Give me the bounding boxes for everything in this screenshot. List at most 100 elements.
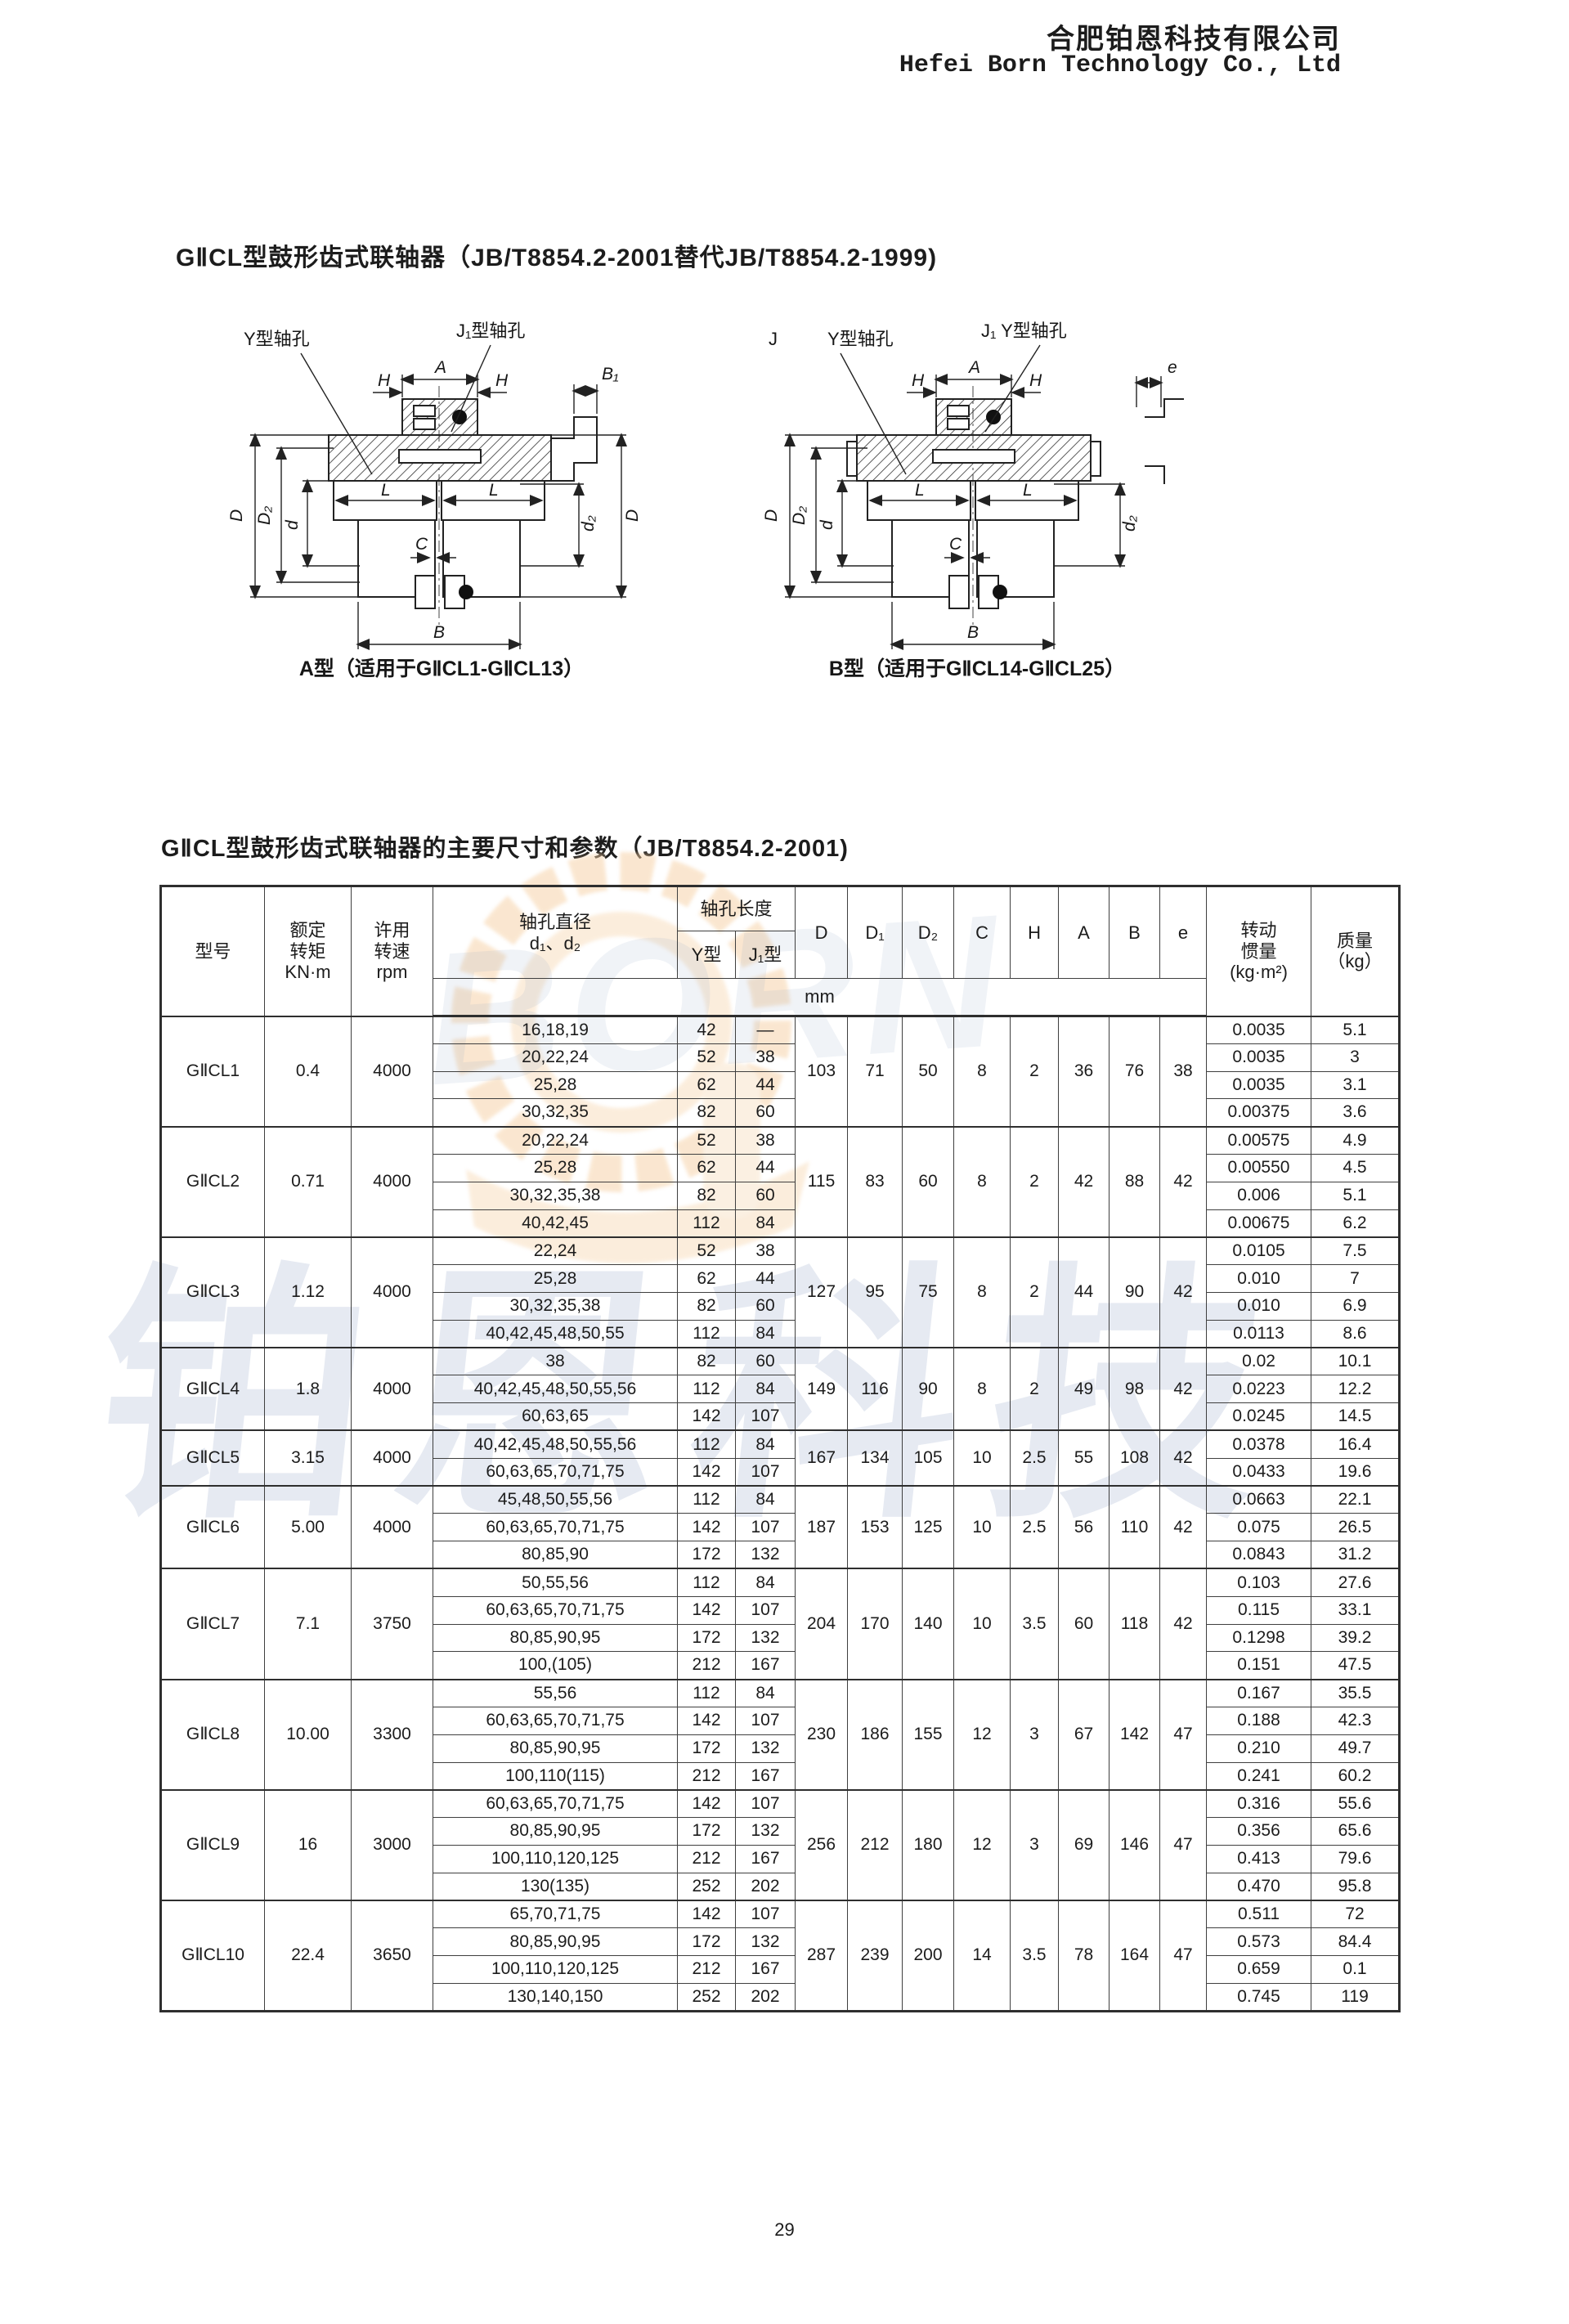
dim-A-cell: 44 (1058, 1236, 1110, 1348)
bore-diameter-cell: 22,24 (433, 1236, 678, 1266)
dim-C-cell: 8 (953, 1347, 1011, 1431)
mass-cell: 84.4 (1311, 1927, 1401, 1957)
dim-A-cell: 42 (1058, 1125, 1110, 1238)
torque-cell: 10.00 (264, 1678, 352, 1791)
table-row: GⅡCL4 1.8 4000 38 82 60 149 116 90 8 2 49 98 42 0.02 10… (160, 1347, 1401, 1431)
j1-length-cell: 167 (734, 1955, 796, 1984)
y-length-cell: 42 (677, 1015, 736, 1044)
dim-A-cell: 69 (1058, 1788, 1110, 1901)
bore-diameter-cell: 100,(105) (433, 1651, 678, 1680)
y-length-cell: 112 (677, 1485, 736, 1514)
dim-H-cell: 2.5 (1010, 1429, 1060, 1487)
dim-H-cell: 2 (1010, 1015, 1060, 1128)
y-length-cell: 82 (677, 1291, 736, 1321)
j1-length-cell: 107 (734, 1457, 796, 1487)
dim-D-cell: 200 (902, 1899, 955, 2012)
table-title: GⅡCL型鼓形齿式联轴器的主要尺寸和参数（JB/T8854.2-2001) (161, 836, 849, 862)
label-d2-left: D₂ (790, 506, 809, 525)
label-h-left: H (912, 371, 925, 390)
j1-length-cell: 60 (734, 1181, 796, 1210)
model-cell: GⅡCL5 (160, 1429, 265, 1487)
label-e: e (1168, 358, 1177, 377)
label-j1-bore: J₁型轴孔 (456, 321, 525, 341)
mass-cell: 7.5 (1311, 1236, 1401, 1266)
table-row: 100,(105) 212 167 0.151 47.5 (161, 1651, 1401, 1680)
y-length-cell: 142 (677, 1595, 736, 1625)
inertia-cell: 0.188 (1206, 1706, 1312, 1735)
bore-diameter-cell: 30,32,35,38 (433, 1291, 678, 1321)
inertia-cell: 0.0378 (1206, 1429, 1312, 1459)
speed-cell: 3650 (351, 1899, 433, 2012)
bore-diameter-cell: 80,85,90 (433, 1541, 678, 1569)
bore-diameter-cell: 65,70,71,75 (433, 1900, 678, 1929)
table-row: 30,32,35,38 82 60 0.010 6.9 (161, 1291, 1401, 1321)
j1-length-cell: 84 (734, 1319, 796, 1348)
dim-C-cell: 8 (953, 1125, 1011, 1238)
mass-cell: 19.6 (1311, 1457, 1401, 1487)
mass-cell: 95.8 (1311, 1872, 1401, 1901)
y-length-cell: 82 (677, 1347, 736, 1376)
dim-D-cell: 95 (847, 1236, 903, 1348)
col-header-e: e (1159, 886, 1208, 979)
dim-H-cell: 2 (1010, 1125, 1060, 1238)
dim-e-cell: 42 (1159, 1568, 1208, 1680)
mass-cell: 14.5 (1311, 1402, 1401, 1431)
j1-length-cell: 107 (734, 1513, 796, 1542)
bore-diameter-cell: 60,63,65,70,71,75 (433, 1788, 678, 1819)
bore-diameter-cell: 30,32,35,38 (433, 1181, 678, 1210)
label-a: A (967, 358, 980, 377)
dim-D-cell: 170 (847, 1568, 903, 1680)
mass-cell: 65.6 (1311, 1817, 1401, 1846)
table-row: 60,63,65,70,71,75 142 107 0.075 26.5 (161, 1513, 1401, 1542)
table-row: GⅡCL1 0.4 4000 16,18,19 42—103 71 50 8 2 36 76 38 0.… (160, 1015, 1401, 1128)
j1-length-cell: 44 (734, 1153, 796, 1182)
bore-diameter-cell: 40,42,45,48,50,55 (433, 1319, 678, 1348)
dim-D-cell: 140 (902, 1568, 955, 1680)
y-length-cell: 212 (677, 1955, 736, 1984)
bore-diameter-cell: 100,110,120,125 (433, 1955, 678, 1984)
spec-table-head: 型号 额定 转矩 KN·m 许用 转速 rpm 轴孔直径 d₁、d₂ 轴孔长度 … (160, 886, 1401, 1017)
mass-cell: 8.6 (1311, 1319, 1401, 1348)
bore-diameter-cell: 25,28 (433, 1153, 678, 1182)
y-length-cell: 112 (677, 1568, 736, 1597)
speed-cell: 4000 (351, 1015, 433, 1128)
table-row: 100,110,120,125 212 167 0.659 0.1 (161, 1955, 1401, 1984)
model-cell: GⅡCL7 (160, 1568, 265, 1680)
dim-H-cell: 3.5 (1010, 1568, 1060, 1680)
j1-length-cell: 107 (734, 1402, 796, 1431)
bore-diameter-cell: 25,28 (433, 1070, 678, 1100)
dim-C-cell: 14 (953, 1899, 1011, 2012)
dim-A-cell: 60 (1058, 1568, 1110, 1680)
j1-length-cell: 132 (734, 1541, 796, 1569)
j1-length-cell: 60 (734, 1347, 796, 1376)
dim-e-cell: 42 (1159, 1347, 1208, 1431)
mass-cell: 49.7 (1311, 1734, 1401, 1763)
dim-B-cell: 98 (1109, 1347, 1161, 1431)
inertia-cell: 0.0035 (1206, 1070, 1312, 1100)
dim-C-cell: 8 (953, 1236, 1011, 1348)
unit-row-mm: mm (432, 978, 1208, 1017)
y-length-cell: 142 (677, 1788, 736, 1819)
col-header-model: 型号 (160, 886, 265, 1016)
table-row: 130,140,150 252 202 0.745 119 (161, 1982, 1401, 2012)
bore-diameter-cell: 80,85,90,95 (433, 1623, 678, 1653)
dim-D-cell: 153 (847, 1485, 903, 1569)
speed-cell: 3000 (351, 1788, 433, 1901)
dim-D-cell: 75 (902, 1236, 955, 1348)
label-l-left: L (915, 481, 925, 500)
col-header-inertia: 转动 惯量 (kg·m²) (1206, 886, 1312, 1016)
inertia-cell: 0.0113 (1206, 1319, 1312, 1348)
dim-D-cell: 167 (795, 1429, 849, 1487)
model-cell: GⅡCL10 (160, 1899, 265, 2012)
torque-cell: 1.8 (264, 1347, 352, 1431)
j1-length-cell: 167 (734, 1761, 796, 1791)
dim-D-cell: 149 (795, 1347, 849, 1431)
col-header-y-type: Y型 (677, 931, 736, 979)
dim-D-cell: 103 (795, 1015, 849, 1128)
col-header-B: B (1109, 886, 1161, 979)
j1-length-cell: 202 (734, 1982, 796, 2012)
dim-C-cell: 12 (953, 1678, 1011, 1791)
inertia-cell: 0.151 (1206, 1651, 1312, 1680)
speed-cell: 4000 (351, 1125, 433, 1238)
j1-length-cell: 132 (734, 1734, 796, 1763)
